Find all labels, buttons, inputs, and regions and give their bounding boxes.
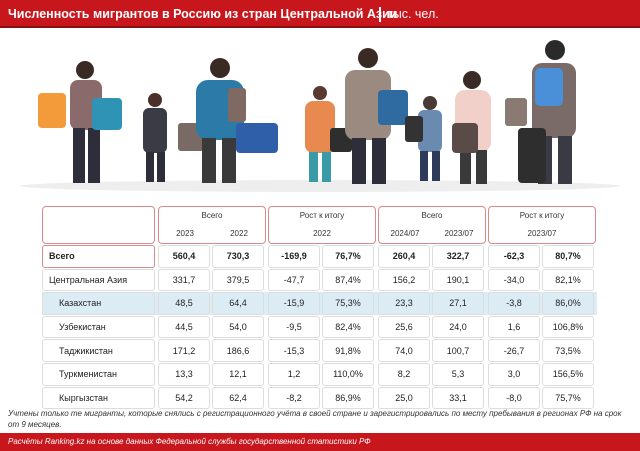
cell: 54,2 <box>158 386 210 410</box>
cell: 156,2 <box>378 268 430 292</box>
cell: 106,8% <box>542 315 594 339</box>
cell: 12,1 <box>212 363 264 386</box>
cell: -169,9 <box>268 245 320 268</box>
cell: -26,7 <box>488 339 540 362</box>
cell: 110,0% <box>322 363 374 386</box>
cell: 322,7 <box>432 245 484 268</box>
cell: 25,0 <box>378 386 430 410</box>
cell: 75,7% <box>542 386 594 410</box>
group-title: Рост к итогу <box>519 211 565 220</box>
row-label: Таджикистан <box>42 339 155 362</box>
group-title: Всего <box>201 211 223 220</box>
row-label: Центральная Азия <box>42 268 155 292</box>
cell: 3,0 <box>488 363 540 386</box>
sub-header: 2022 <box>313 229 331 238</box>
cell: 91,8% <box>322 339 374 362</box>
group-title: Рост к итогу <box>299 211 345 220</box>
cell: 190,1 <box>432 268 484 292</box>
group-header-box <box>488 206 596 244</box>
cell: -9,5 <box>268 315 320 339</box>
cell: 23,3 <box>378 292 430 315</box>
cell: 13,3 <box>158 363 210 386</box>
cell: -8,0 <box>488 386 540 410</box>
cell: -8,2 <box>268 386 320 410</box>
separator <box>379 7 381 22</box>
row-label: Всего <box>42 245 155 268</box>
row-label: Узбекистан <box>42 315 155 339</box>
sub-header: 2024/07 <box>390 229 420 238</box>
label-header-box <box>42 206 155 244</box>
cell: 156,5% <box>542 363 594 386</box>
cell: -15,9 <box>268 292 320 315</box>
cell: -47,7 <box>268 268 320 292</box>
cell: 186,6 <box>212 339 264 362</box>
cell: 27,1 <box>432 292 484 315</box>
group-header-box <box>378 206 486 244</box>
illustration <box>20 40 620 192</box>
cell: 80,7% <box>542 245 594 268</box>
cell: 82,4% <box>322 315 374 339</box>
row-label: Кыргызстан <box>42 386 155 410</box>
cell: 25,6 <box>378 315 430 339</box>
sub-header: 2022 <box>230 229 248 238</box>
group-header-box <box>268 206 376 244</box>
group-header-box <box>158 206 266 244</box>
cell: -62,3 <box>488 245 540 268</box>
unit: тыс. чел. <box>387 7 439 21</box>
sub-header: 2023/07 <box>444 229 474 238</box>
cell: 560,4 <box>158 245 210 268</box>
cell: 73,5% <box>542 339 594 362</box>
sub-header: 2023/07 <box>527 229 557 238</box>
cell: 1,6 <box>488 315 540 339</box>
cell: 86,0% <box>542 292 594 315</box>
title-bar: Численность мигрантов в Россию из стран … <box>0 0 640 28</box>
cell: 76,7% <box>322 245 374 268</box>
group-title: Всего <box>421 211 443 220</box>
note: Учтены только те мигранты, которые сняли… <box>8 409 622 429</box>
cell: 730,3 <box>212 245 264 268</box>
cell: 75,3% <box>322 292 374 315</box>
title: Численность мигрантов в Россию из стран … <box>8 7 398 21</box>
cell: 62,4 <box>212 386 264 410</box>
cell: 260,4 <box>378 245 430 268</box>
person <box>38 61 122 183</box>
cell: 48,5 <box>158 292 210 315</box>
cell: 171,2 <box>158 339 210 362</box>
cell: 379,5 <box>212 268 264 292</box>
sub-header: 2023 <box>176 229 194 238</box>
cell: 44,5 <box>158 315 210 339</box>
cell: 100,7 <box>432 339 484 362</box>
cell: 82,1% <box>542 268 594 292</box>
row-label: Казахстан <box>42 292 155 315</box>
cell: -3,8 <box>488 292 540 315</box>
row-label: Туркменистан <box>42 363 155 386</box>
footer-bar: Расчёты Ranking.kz на основе данных Феде… <box>0 433 640 451</box>
cell: 54,0 <box>212 315 264 339</box>
cell: 87,4% <box>322 268 374 292</box>
cell: 1,2 <box>268 363 320 386</box>
source: Расчёты Ranking.kz на основе данных Феде… <box>8 437 371 446</box>
cell: 86,9% <box>322 386 374 410</box>
cell: 33,1 <box>432 386 484 410</box>
cell: 5,3 <box>432 363 484 386</box>
cell: 8,2 <box>378 363 430 386</box>
cell: 331,7 <box>158 268 210 292</box>
cell: 74,0 <box>378 339 430 362</box>
cell: 64,4 <box>212 292 264 315</box>
cell: -15,3 <box>268 339 320 362</box>
cell: -34,0 <box>488 268 540 292</box>
cell: 24,0 <box>432 315 484 339</box>
